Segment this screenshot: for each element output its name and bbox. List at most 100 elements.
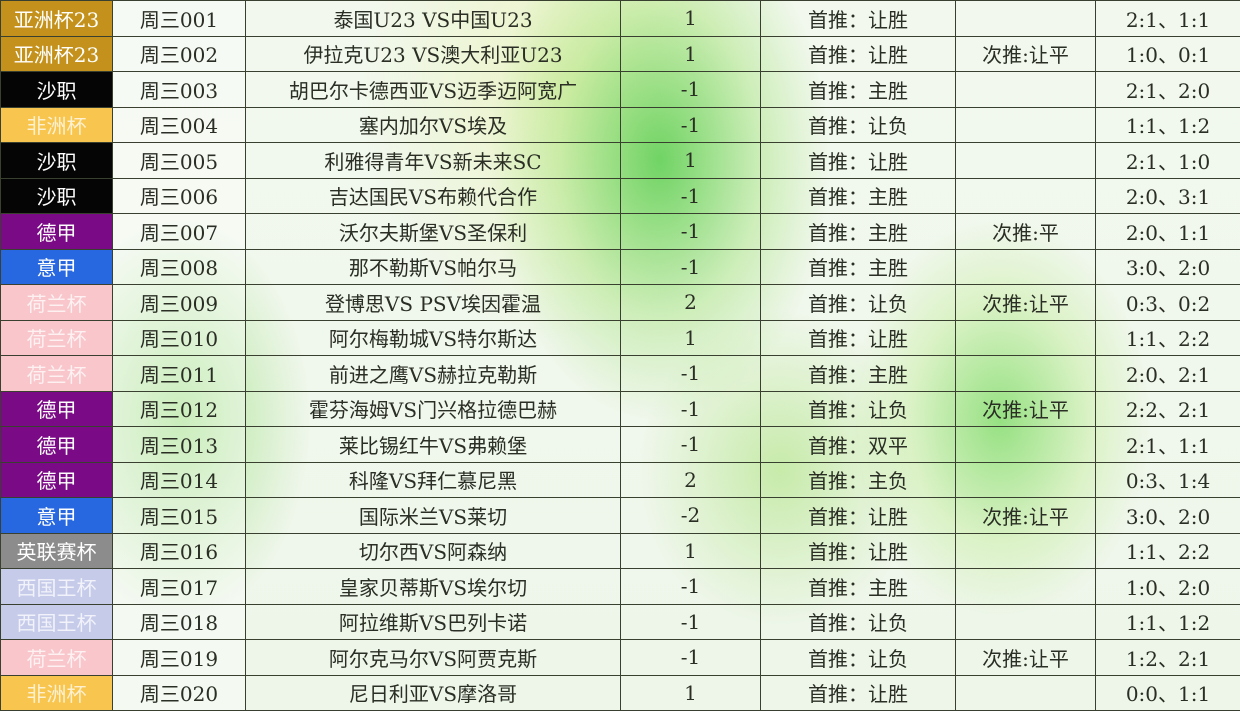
match-code: 周三015: [113, 498, 246, 534]
score-prediction: 1:1、1:2: [1096, 604, 1240, 640]
score-prediction: 1:0、2:0: [1096, 569, 1240, 605]
second-pick: [956, 675, 1096, 711]
match-code: 周三020: [113, 675, 246, 711]
score-prediction: 0:3、1:4: [1096, 462, 1240, 498]
score-prediction: 1:1、1:2: [1096, 107, 1240, 143]
match-name: 吉达国民VS布赖代合作: [246, 178, 621, 214]
second-pick: 次推:让平: [956, 498, 1096, 534]
first-pick: 首推：主胜: [761, 214, 956, 250]
first-pick: 首推：让胜: [761, 36, 956, 72]
match-code: 周三005: [113, 143, 246, 179]
score-prediction: 0:3、0:2: [1096, 285, 1240, 321]
handicap: 2: [621, 462, 761, 498]
league-cell: 西国王杯: [1, 604, 113, 640]
league-cell: 荷兰杯: [1, 356, 113, 392]
match-code: 周三001: [113, 1, 246, 37]
league-cell: 德甲: [1, 391, 113, 427]
match-name: 塞内加尔VS埃及: [246, 107, 621, 143]
score-prediction: 2:0、2:1: [1096, 356, 1240, 392]
first-pick: 首推：主胜: [761, 569, 956, 605]
score-prediction: 1:2、2:1: [1096, 640, 1240, 676]
match-code: 周三008: [113, 249, 246, 285]
second-pick: [956, 356, 1096, 392]
league-cell: 意甲: [1, 249, 113, 285]
first-pick: 首推：主胜: [761, 178, 956, 214]
handicap: -2: [621, 498, 761, 534]
league-cell: 荷兰杯: [1, 320, 113, 356]
first-pick: 首推：让负: [761, 640, 956, 676]
first-pick: 首推：让胜: [761, 498, 956, 534]
first-pick: 首推：让负: [761, 391, 956, 427]
match-code: 周三011: [113, 356, 246, 392]
match-name: 利雅得青年VS新未来SC: [246, 143, 621, 179]
match-code: 周三004: [113, 107, 246, 143]
first-pick: 首推：主负: [761, 462, 956, 498]
match-name: 莱比锡红牛VS弗赖堡: [246, 427, 621, 463]
match-code: 周三012: [113, 391, 246, 427]
first-pick: 首推：让负: [761, 285, 956, 321]
match-name: 阿尔克马尔VS阿贾克斯: [246, 640, 621, 676]
match-name: 皇家贝蒂斯VS埃尔切: [246, 569, 621, 605]
match-code: 周三014: [113, 462, 246, 498]
league-cell: 沙职: [1, 178, 113, 214]
first-pick: 首推：让胜: [761, 533, 956, 569]
handicap: 2: [621, 285, 761, 321]
handicap: 1: [621, 1, 761, 37]
second-pick: 次推:让平: [956, 36, 1096, 72]
second-pick: [956, 320, 1096, 356]
match-code: 周三018: [113, 604, 246, 640]
handicap: 1: [621, 143, 761, 179]
handicap: 1: [621, 533, 761, 569]
second-pick: [956, 1, 1096, 37]
score-prediction: 2:1、1:1: [1096, 1, 1240, 37]
match-name: 那不勒斯VS帕尔马: [246, 249, 621, 285]
handicap: -1: [621, 178, 761, 214]
first-pick: 首推：主胜: [761, 356, 956, 392]
handicap: -1: [621, 249, 761, 285]
second-pick: [956, 178, 1096, 214]
first-pick: 首推：让胜: [761, 1, 956, 37]
score-prediction: 2:1、1:0: [1096, 143, 1240, 179]
first-pick: 首推：双平: [761, 427, 956, 463]
league-cell: 亚洲杯23: [1, 36, 113, 72]
first-pick: 首推：让胜: [761, 143, 956, 179]
match-name: 尼日利亚VS摩洛哥: [246, 675, 621, 711]
league-cell: 意甲: [1, 498, 113, 534]
first-pick: 首推：让负: [761, 107, 956, 143]
match-code: 周三009: [113, 285, 246, 321]
match-code: 周三007: [113, 214, 246, 250]
league-cell: 德甲: [1, 462, 113, 498]
league-cell: 西国王杯: [1, 569, 113, 605]
match-code: 周三019: [113, 640, 246, 676]
handicap: -1: [621, 569, 761, 605]
match-code: 周三002: [113, 36, 246, 72]
match-code: 周三003: [113, 72, 246, 108]
match-code: 周三016: [113, 533, 246, 569]
first-pick: 首推：让胜: [761, 320, 956, 356]
score-prediction: 1:1、2:2: [1096, 533, 1240, 569]
score-prediction: 2:1、2:0: [1096, 72, 1240, 108]
second-pick: 次推:平: [956, 214, 1096, 250]
handicap: -1: [621, 107, 761, 143]
handicap: -1: [621, 356, 761, 392]
handicap: -1: [621, 427, 761, 463]
match-name: 伊拉克U23 VS澳大利亚U23: [246, 36, 621, 72]
match-name: 沃尔夫斯堡VS圣保利: [246, 214, 621, 250]
handicap: 1: [621, 36, 761, 72]
score-prediction: 2:1、1:1: [1096, 427, 1240, 463]
match-name: 前进之鹰VS赫拉克勒斯: [246, 356, 621, 392]
